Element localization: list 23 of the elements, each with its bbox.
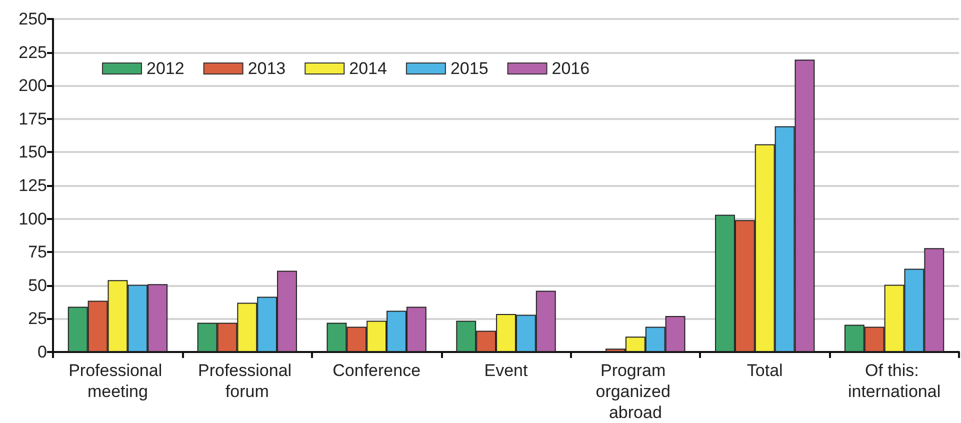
y-tick-label: 50	[28, 276, 47, 295]
y-tick-label: 225	[18, 42, 47, 62]
legend-label: 2015	[450, 59, 488, 78]
legend-label: 2016	[552, 59, 590, 78]
x-tick-label: Total	[746, 361, 783, 380]
x-tick-label: Program organized abroad	[596, 361, 676, 422]
x-tick-label: Event	[484, 361, 528, 380]
x-tick-label: Of this: international	[848, 361, 941, 401]
y-tick-label: 150	[18, 142, 47, 162]
y-tick-label: 100	[18, 209, 47, 228]
y-tick-label: 175	[18, 109, 47, 128]
y-tick-label: 125	[18, 176, 47, 195]
legend-label: 2013	[248, 59, 286, 78]
y-tick-label: 25	[28, 309, 47, 328]
x-tick-label: Professional forum	[198, 361, 296, 401]
x-tick-label: Conference	[332, 361, 421, 380]
y-tick-label: 200	[18, 76, 47, 96]
legend-label: 2014	[349, 59, 387, 78]
y-tick-label: 75	[28, 242, 47, 262]
y-tick-label: 0	[38, 342, 47, 362]
y-tick-label: 250	[18, 10, 47, 28]
x-tick-label: Professional meeting	[68, 361, 167, 401]
legend-label: 2012	[146, 59, 184, 78]
